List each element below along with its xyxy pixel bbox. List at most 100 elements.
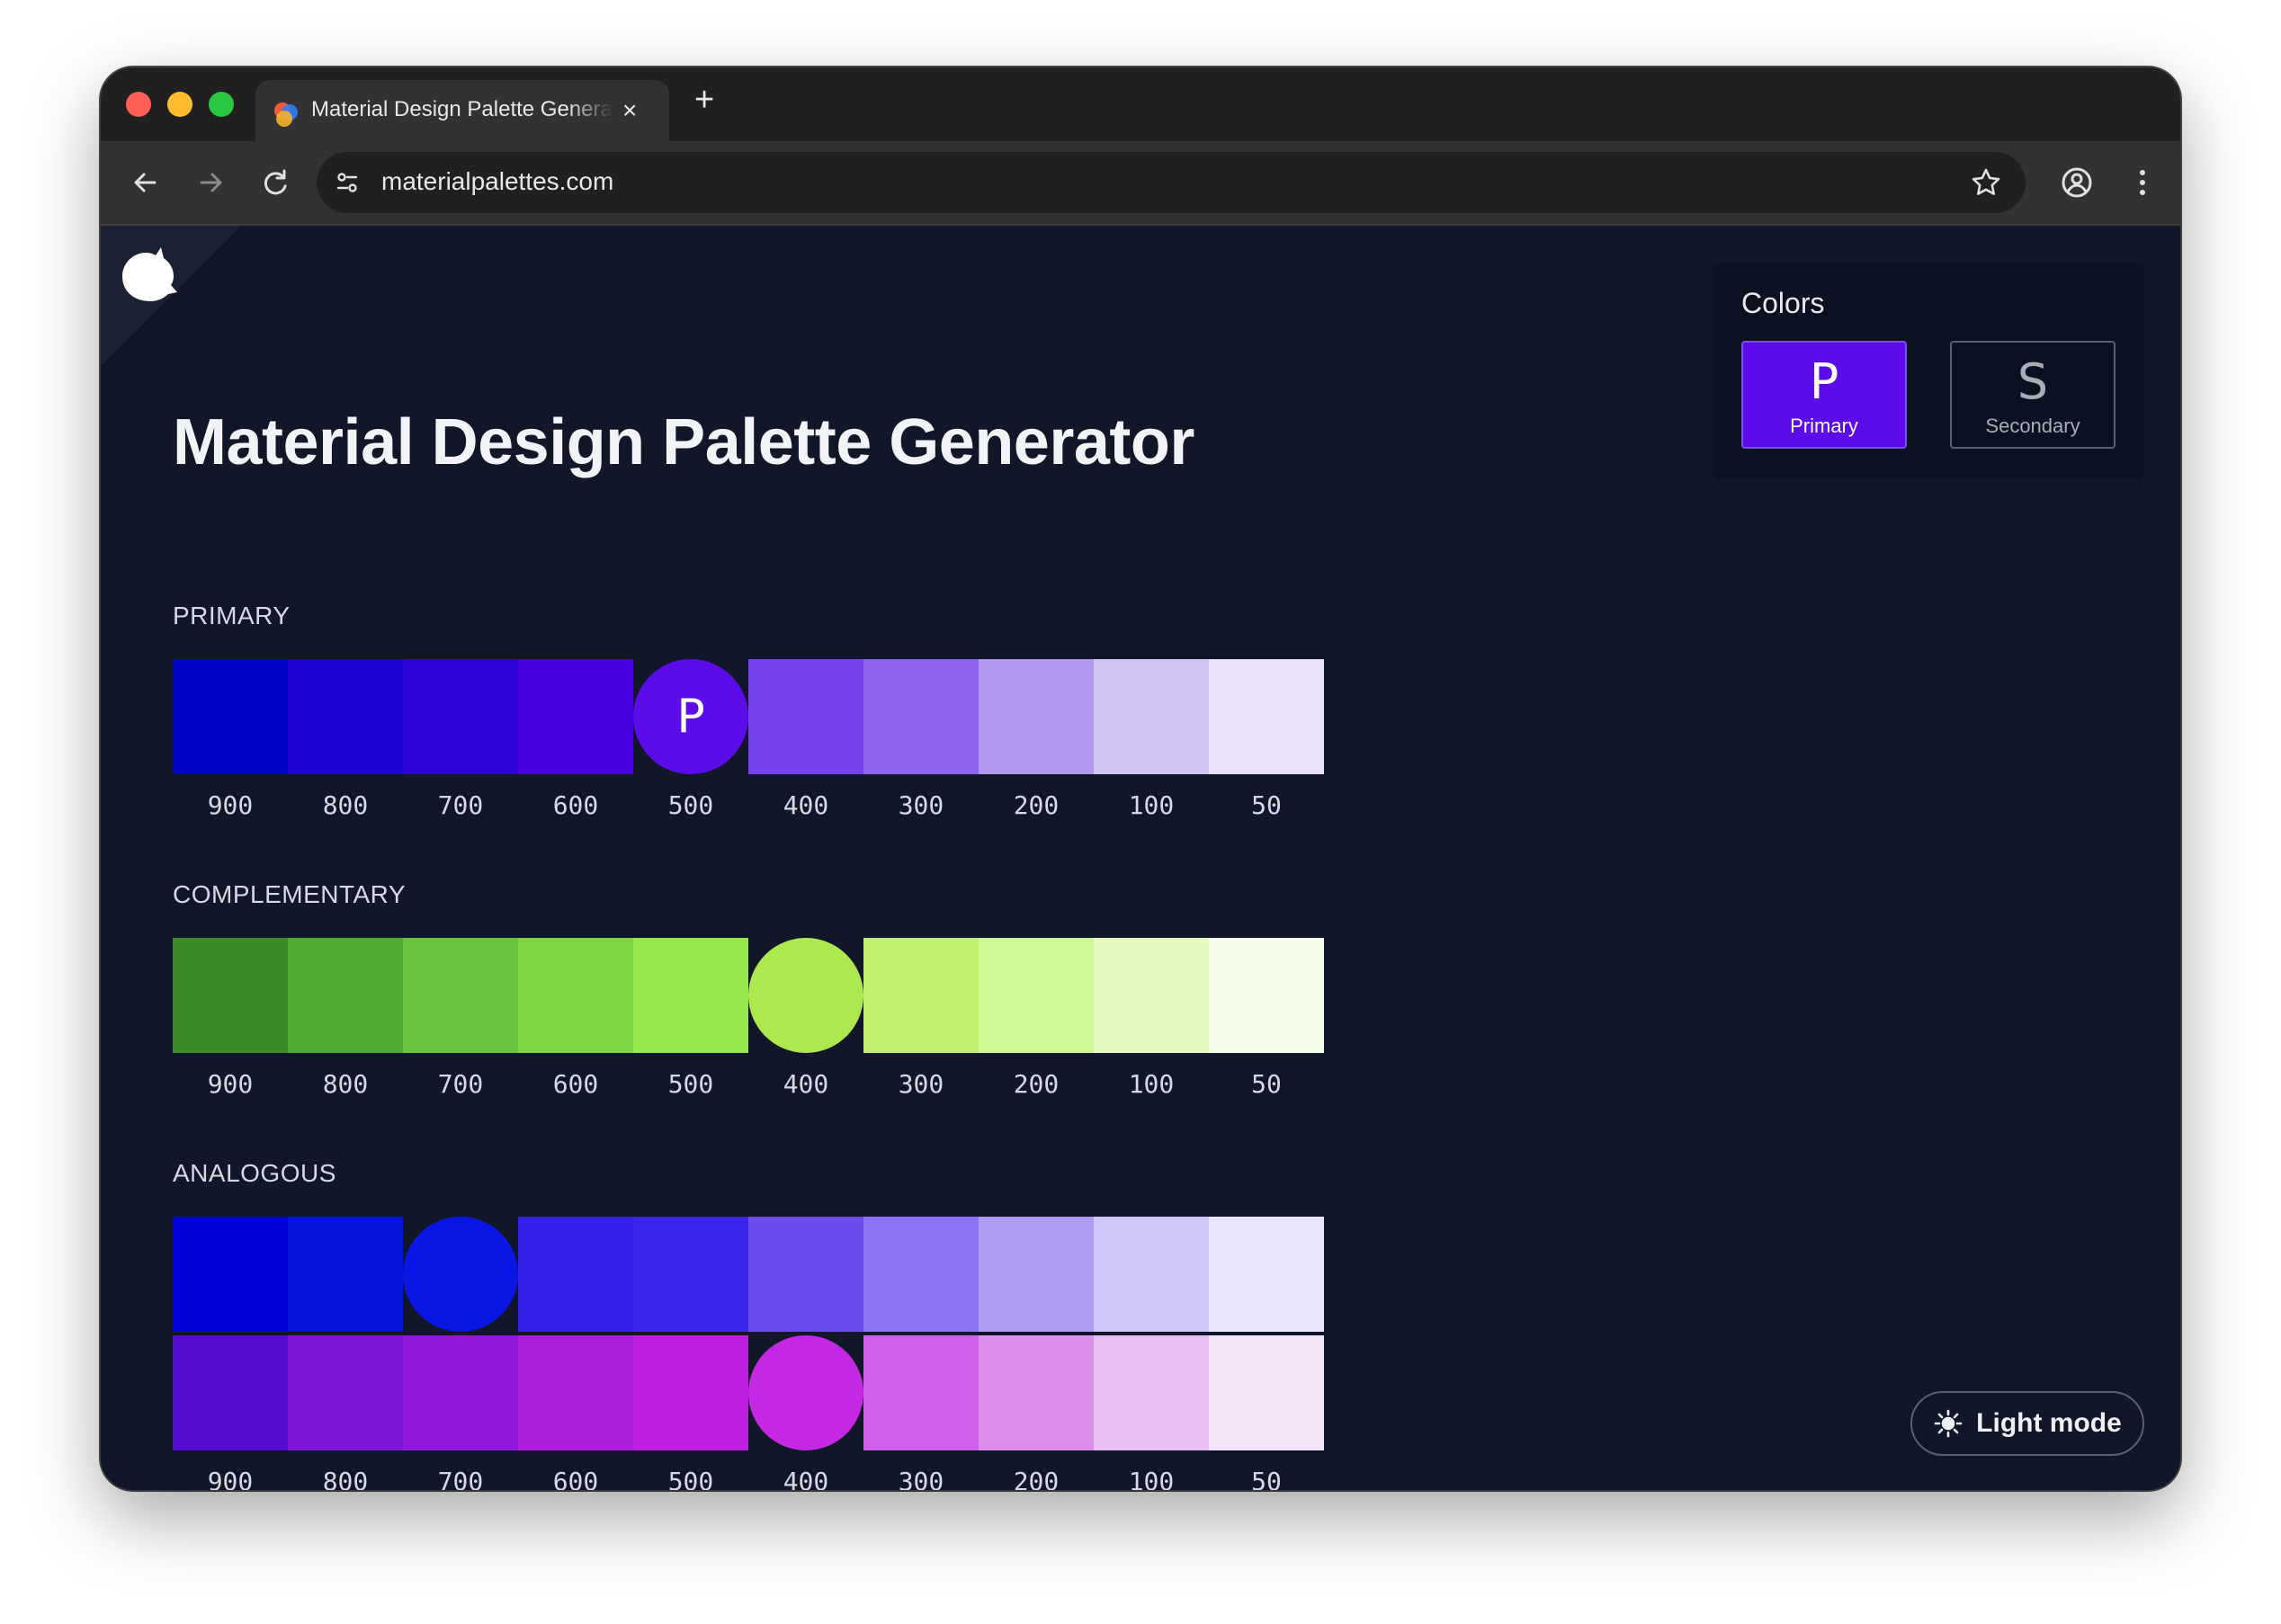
- color-swatch[interactable]: [173, 938, 288, 1053]
- shade-labels: 900 800 700 600 500 400 300 200 100 50: [173, 1069, 1324, 1099]
- color-swatch[interactable]: [748, 659, 863, 774]
- tab-bar: Material Design Palette Generator × +: [101, 67, 2180, 141]
- color-swatch[interactable]: [288, 1217, 403, 1332]
- color-swatch[interactable]: [518, 1335, 633, 1450]
- shade-label: 500: [667, 1467, 714, 1490]
- secondary-label: Secondary: [1985, 415, 2080, 437]
- shade-label: 800: [322, 1467, 369, 1490]
- light-mode-button[interactable]: Light mode: [1910, 1391, 2144, 1456]
- color-swatch[interactable]: [979, 1335, 1094, 1450]
- color-swatch[interactable]: [288, 1335, 403, 1450]
- reload-icon: [264, 169, 287, 195]
- colors-panel-title: Colors: [1741, 287, 1825, 319]
- color-swatch[interactable]: [403, 659, 518, 774]
- color-swatch[interactable]: [1209, 938, 1324, 1053]
- color-swatch[interactable]: [1209, 1217, 1324, 1332]
- shade-label: 300: [898, 1069, 944, 1099]
- star-icon[interactable]: [1968, 165, 2004, 201]
- color-swatch[interactable]: [633, 1217, 748, 1332]
- shade-label: 50: [1251, 1069, 1282, 1099]
- color-swatch[interactable]: [173, 1335, 288, 1450]
- kebab-menu-icon[interactable]: [2123, 163, 2162, 202]
- color-swatch[interactable]: [863, 938, 979, 1053]
- new-tab-button[interactable]: +: [694, 81, 715, 119]
- main-color-swatch[interactable]: [403, 1217, 518, 1332]
- light-mode-label: Light mode: [1976, 1408, 2122, 1438]
- swatch-row: [173, 938, 1324, 1053]
- color-swatch[interactable]: [403, 938, 518, 1053]
- shade-label: 400: [783, 1069, 829, 1099]
- swatch-row: [173, 1217, 1324, 1332]
- shade-labels: 900 800 700 600 500 400 300 200 100 50: [173, 790, 1324, 820]
- shade-label: 700: [437, 790, 484, 820]
- maximize-window-button[interactable]: [209, 92, 234, 117]
- color-swatch[interactable]: [173, 659, 288, 774]
- shade-label: 500: [667, 790, 714, 820]
- color-swatch[interactable]: [1094, 1217, 1209, 1332]
- color-swatch[interactable]: [518, 1217, 633, 1332]
- shade-label: 900: [207, 1069, 254, 1099]
- swatch-row: [173, 1335, 1324, 1450]
- address-bar[interactable]: materialpalettes.com: [317, 152, 2026, 213]
- color-swatch[interactable]: [979, 938, 1094, 1053]
- color-swatch[interactable]: [518, 938, 633, 1053]
- shade-label: 200: [1013, 790, 1060, 820]
- main-color-swatch[interactable]: P: [633, 659, 748, 774]
- shade-label: 300: [898, 790, 944, 820]
- shade-label: 200: [1013, 1467, 1060, 1490]
- favicon-icon: [274, 103, 298, 127]
- color-swatch[interactable]: [863, 1217, 979, 1332]
- swatch-letter: P: [676, 690, 705, 744]
- primary-letter: P: [1809, 353, 1839, 410]
- color-swatch[interactable]: [403, 1335, 518, 1450]
- color-swatch[interactable]: [633, 938, 748, 1053]
- color-swatch[interactable]: [1209, 1335, 1324, 1450]
- shade-label: 800: [322, 790, 369, 820]
- color-swatch[interactable]: [863, 659, 979, 774]
- color-swatch[interactable]: [633, 1335, 748, 1450]
- color-swatch[interactable]: [863, 1335, 979, 1450]
- cat-logo-icon[interactable]: [117, 245, 180, 305]
- minimize-window-button[interactable]: [167, 92, 192, 117]
- url-text[interactable]: materialpalettes.com: [381, 167, 614, 195]
- shade-label: 700: [437, 1069, 484, 1099]
- arrow-right-icon: [200, 173, 222, 192]
- color-swatch[interactable]: [288, 659, 403, 774]
- color-swatch[interactable]: [288, 938, 403, 1053]
- profile-icon[interactable]: [2057, 163, 2097, 202]
- shade-label: 50: [1251, 790, 1282, 820]
- color-swatch[interactable]: [1094, 1335, 1209, 1450]
- color-swatch[interactable]: [979, 1217, 1094, 1332]
- color-swatch[interactable]: [748, 1217, 863, 1332]
- color-swatch[interactable]: [1209, 659, 1324, 774]
- color-swatch[interactable]: [1094, 659, 1209, 774]
- browser-window: Material Design Palette Generator × +: [101, 67, 2180, 1490]
- section-label-analogous: ANALOGOUS: [173, 1159, 336, 1187]
- shade-label: 700: [437, 1467, 484, 1490]
- main-color-swatch[interactable]: [748, 938, 863, 1053]
- color-swatch[interactable]: [518, 659, 633, 774]
- main-color-swatch[interactable]: [748, 1335, 863, 1450]
- primary-color-button[interactable]: P Primary: [1741, 341, 1907, 449]
- back-button[interactable]: [126, 163, 165, 202]
- reload-button[interactable]: [255, 163, 295, 202]
- shade-label: 100: [1128, 1069, 1175, 1099]
- section-label-primary: PRIMARY: [173, 602, 291, 629]
- corner-decoration: [101, 226, 241, 366]
- sun-icon: [1934, 1409, 1963, 1438]
- browser-tab[interactable]: Material Design Palette Generator ×: [255, 80, 669, 141]
- shade-label: 300: [898, 1467, 944, 1490]
- forward-button[interactable]: [191, 163, 230, 202]
- shade-label: 600: [552, 790, 599, 820]
- tune-icon[interactable]: [333, 168, 362, 197]
- color-swatch[interactable]: [979, 659, 1094, 774]
- shade-label: 50: [1251, 1467, 1282, 1490]
- shade-label: 100: [1128, 1467, 1175, 1490]
- secondary-color-button[interactable]: S Secondary: [1950, 341, 2116, 449]
- shade-labels: 900 800 700 600 500 400 300 200 100 50: [173, 1467, 1324, 1490]
- tab-close-icon[interactable]: ×: [622, 96, 638, 124]
- browser-toolbar: materialpalettes.com: [101, 141, 2180, 226]
- color-swatch[interactable]: [1094, 938, 1209, 1053]
- close-window-button[interactable]: [126, 92, 151, 117]
- color-swatch[interactable]: [173, 1217, 288, 1332]
